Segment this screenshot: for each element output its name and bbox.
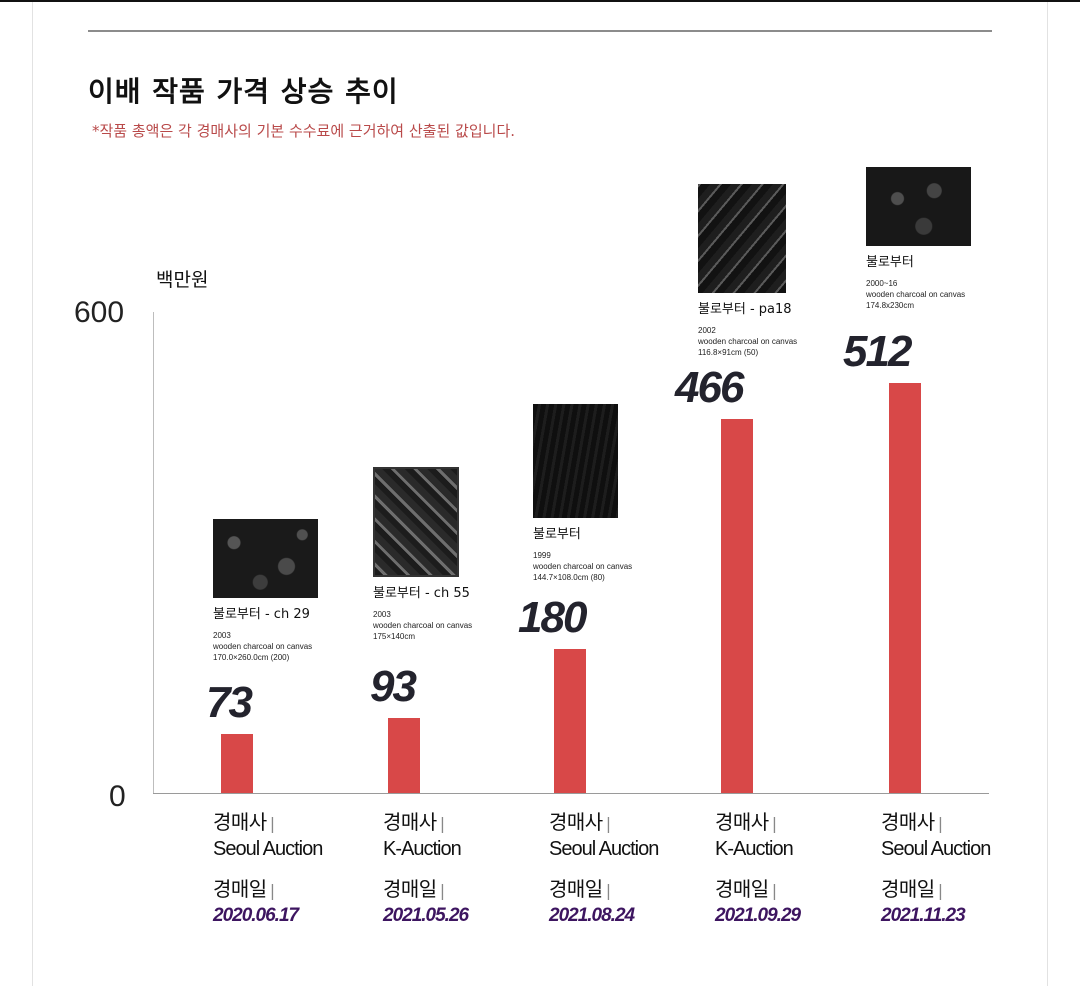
bar-2021.11.23	[889, 383, 921, 793]
right-border	[1047, 2, 1048, 986]
auction-date-label-text: 경매일	[213, 877, 267, 901]
bar-2021.09.29	[721, 419, 753, 793]
auction-house-label-text: 경매사	[881, 810, 935, 834]
artwork-size: 116.8×91cm (50)	[698, 348, 759, 357]
auction-house-label: 경매사 |	[881, 806, 943, 835]
auction-house-label: 경매사 |	[549, 806, 611, 835]
separator: |	[605, 881, 611, 900]
artwork-details: 2003 wooden charcoal on canvas 170.0×260.0…	[213, 630, 312, 663]
artwork-name: 불로부터	[533, 527, 581, 542]
artwork-thumbnail	[698, 184, 786, 293]
artwork-details: 2002 wooden charcoal on canvas 116.8×91cm …	[698, 325, 797, 358]
y-axis-unit: 백만원	[156, 269, 209, 291]
auction-date-label: 경매일 |	[213, 873, 275, 902]
chart-note: *작품 총액은 각 경매사의 기본 수수료에 근거하여 산출된 값입니다.	[92, 122, 516, 140]
separator: |	[605, 814, 611, 833]
artwork-thumbnail	[533, 404, 618, 518]
separator: |	[771, 881, 777, 900]
auction-date-label: 경매일 |	[383, 873, 445, 902]
auction-date-label-text: 경매일	[549, 877, 603, 901]
artwork-medium: wooden charcoal on canvas	[866, 290, 966, 299]
auction-date-label: 경매일 |	[549, 873, 611, 902]
value-label: 466	[675, 363, 744, 412]
auction-date-label-text: 경매일	[715, 877, 769, 901]
separator: |	[269, 881, 275, 900]
artwork-year: 1999	[533, 551, 551, 560]
artwork-size: 170.0×260.0cm (200)	[213, 653, 290, 662]
value-label: 180	[518, 593, 587, 642]
auction-house-label: 경매사 |	[383, 806, 445, 835]
y-tick-600: 600	[74, 296, 125, 329]
artwork-details: 2000~16 wooden charcoal on canvas 174.8x23…	[866, 278, 965, 311]
bar-2021.08.24	[554, 649, 586, 793]
auction-house-name: Seoul Auction	[881, 838, 991, 860]
auction-house-label-text: 경매사	[549, 810, 603, 834]
top-border	[0, 0, 1080, 2]
bar-2021.05.26	[388, 718, 420, 793]
auction-date: 2021.11.23	[881, 905, 966, 926]
artwork-thumbnail	[373, 467, 459, 577]
artwork-name: 불로부터 - ch 29	[213, 607, 310, 622]
auction-date-label: 경매일 |	[715, 873, 777, 902]
chart-title: 이배 작품 가격 상승 추이	[88, 75, 399, 108]
auction-house-label-text: 경매사	[715, 810, 769, 834]
artwork-name: 불로부터 - pa18	[698, 302, 792, 317]
artwork-name: 불로부터	[866, 255, 914, 270]
auction-date: 2021.09.29	[715, 905, 801, 926]
separator: |	[269, 814, 275, 833]
y-tick-0: 0	[109, 780, 126, 813]
artwork-year: 2000~16	[866, 279, 898, 288]
auction-house-name: Seoul Auction	[549, 838, 659, 860]
artwork-year: 2003	[213, 631, 231, 640]
artwork-details: 1999 wooden charcoal on canvas 144.7×108.0…	[533, 550, 632, 583]
auction-house-name: K-Auction	[383, 838, 462, 860]
auction-house-label: 경매사 |	[213, 806, 275, 835]
artwork-year: 2002	[698, 326, 716, 335]
artwork-thumbnail	[213, 519, 318, 598]
artwork-size: 174.8x230cm	[866, 301, 915, 310]
artwork-size: 144.7×108.0cm (80)	[533, 573, 605, 582]
left-border	[32, 2, 33, 986]
auction-house-label: 경매사 |	[715, 806, 777, 835]
auction-date: 2020.06.17	[213, 905, 299, 926]
auction-house-name: Seoul Auction	[213, 838, 323, 860]
auction-date: 2021.05.26	[383, 905, 469, 926]
artwork-name: 불로부터 - ch 55	[373, 586, 470, 601]
separator: |	[439, 814, 445, 833]
auction-date-label: 경매일 |	[881, 873, 943, 902]
auction-date: 2021.08.24	[549, 905, 635, 926]
separator: |	[771, 814, 777, 833]
auction-house-name: K-Auction	[715, 838, 794, 860]
value-label: 512	[843, 327, 912, 376]
section-divider	[88, 30, 992, 32]
x-axis-line	[153, 793, 989, 794]
auction-house-label-text: 경매사	[213, 810, 267, 834]
artwork-size: 175×140cm	[373, 632, 416, 641]
value-label: 93	[370, 662, 417, 711]
bar-2020.06.17	[221, 734, 253, 793]
separator: |	[937, 881, 943, 900]
artwork-medium: wooden charcoal on canvas	[533, 562, 633, 571]
separator: |	[439, 881, 445, 900]
value-label: 73	[206, 678, 253, 727]
artwork-medium: wooden charcoal on canvas	[213, 642, 313, 651]
artwork-year: 2003	[373, 610, 391, 619]
auction-house-label-text: 경매사	[383, 810, 437, 834]
auction-date-label-text: 경매일	[383, 877, 437, 901]
artwork-medium: wooden charcoal on canvas	[698, 337, 798, 346]
y-axis-line	[153, 312, 154, 794]
auction-date-label-text: 경매일	[881, 877, 935, 901]
artwork-thumbnail	[866, 167, 971, 246]
separator: |	[937, 814, 943, 833]
artwork-medium: wooden charcoal on canvas	[373, 621, 473, 630]
artwork-details: 2003 wooden charcoal on canvas 175×140cm	[373, 609, 472, 642]
